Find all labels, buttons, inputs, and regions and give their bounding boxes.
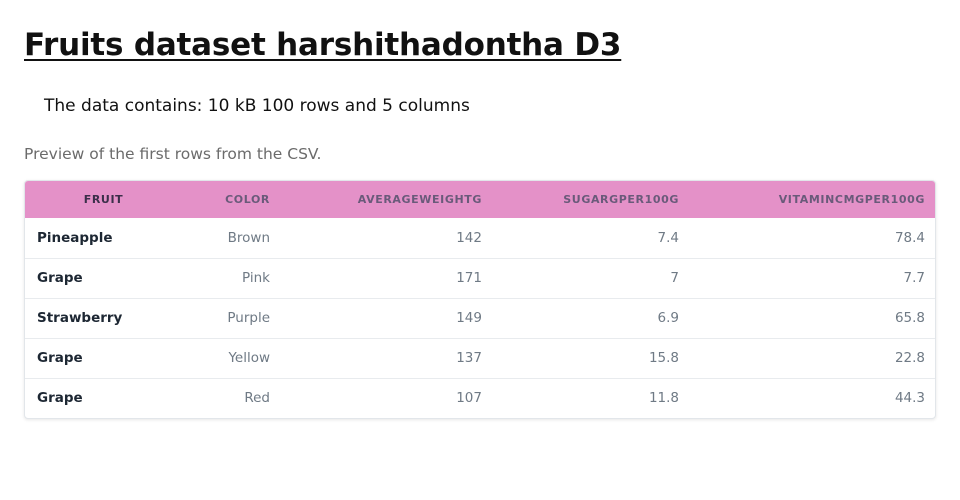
cell-color: Yellow <box>228 350 270 366</box>
cell-sugargper100g: 11.8 <box>648 390 679 407</box>
cell-sugargper100g: 7 <box>670 270 679 286</box>
cell-averageweightg: 149 <box>456 310 482 326</box>
cell-vitamincmgper100g: 65.8 <box>894 310 925 326</box>
cell-vitamincmgper100g: 22.8 <box>894 350 925 366</box>
cell-vitamincmgper100g: 7.7 <box>903 270 925 286</box>
cell-sugargper100g: 6.9 <box>657 310 679 326</box>
data-summary: The data contains: 10 kB 100 rows and 5 … <box>44 96 470 116</box>
cell-fruit: Pineapple <box>37 229 113 246</box>
cell-color: Pink <box>242 270 270 286</box>
cell-fruit: Grape <box>37 270 83 286</box>
table-row: Grape Yellow 137 15.8 22.8 <box>25 338 935 378</box>
column-header-sugargper100g: SUGARGPER100G <box>563 193 679 206</box>
cell-averageweightg: 142 <box>456 229 482 246</box>
preview-caption: Preview of the first rows from the CSV. <box>24 145 322 163</box>
cell-vitamincmgper100g: 44.3 <box>894 390 925 407</box>
page-title: Fruits dataset harshithadontha D3 <box>24 27 622 63</box>
column-header-fruit: FRUIT <box>83 193 124 206</box>
column-header-color: COLOR <box>225 193 270 206</box>
cell-sugargper100g: 7.4 <box>657 229 679 246</box>
table-row: Grape Pink 171 7 7.7 <box>25 258 935 298</box>
cell-vitamincmgper100g: 78.4 <box>894 229 925 246</box>
cell-sugargper100g: 15.8 <box>648 350 679 366</box>
cell-fruit: Grape <box>37 350 83 366</box>
cell-fruit: Grape <box>37 390 83 407</box>
table-row: Pineapple Brown 142 7.4 78.4 <box>25 218 935 258</box>
table-header: FRUIT COLOR AVERAGEWEIGHTG SUGARGPER100G… <box>25 181 935 218</box>
csv-preview-table: FRUIT COLOR AVERAGEWEIGHTG SUGARGPER100G… <box>25 181 935 418</box>
cell-averageweightg: 107 <box>456 390 482 407</box>
cell-color: Red <box>244 390 270 407</box>
table-row: Grape Red 107 11.8 44.3 <box>25 378 935 418</box>
cell-averageweightg: 137 <box>456 350 482 366</box>
column-header-averageweightg: AVERAGEWEIGHTG <box>357 193 482 206</box>
cell-averageweightg: 171 <box>456 270 482 286</box>
table-row: Strawberry Purple 149 6.9 65.8 <box>25 298 935 338</box>
table-header-row: FRUIT COLOR AVERAGEWEIGHTG SUGARGPER100G… <box>25 181 935 218</box>
csv-preview-table-card: FRUIT COLOR AVERAGEWEIGHTG SUGARGPER100G… <box>24 180 936 419</box>
cell-color: Purple <box>227 310 270 326</box>
cell-color: Brown <box>227 229 270 246</box>
cell-fruit: Strawberry <box>37 310 123 326</box>
table-body: Pineapple Brown 142 7.4 78.4 Grape Pink … <box>25 218 935 418</box>
column-header-vitamincmgper100g: VITAMINCMGPER100G <box>778 193 925 206</box>
